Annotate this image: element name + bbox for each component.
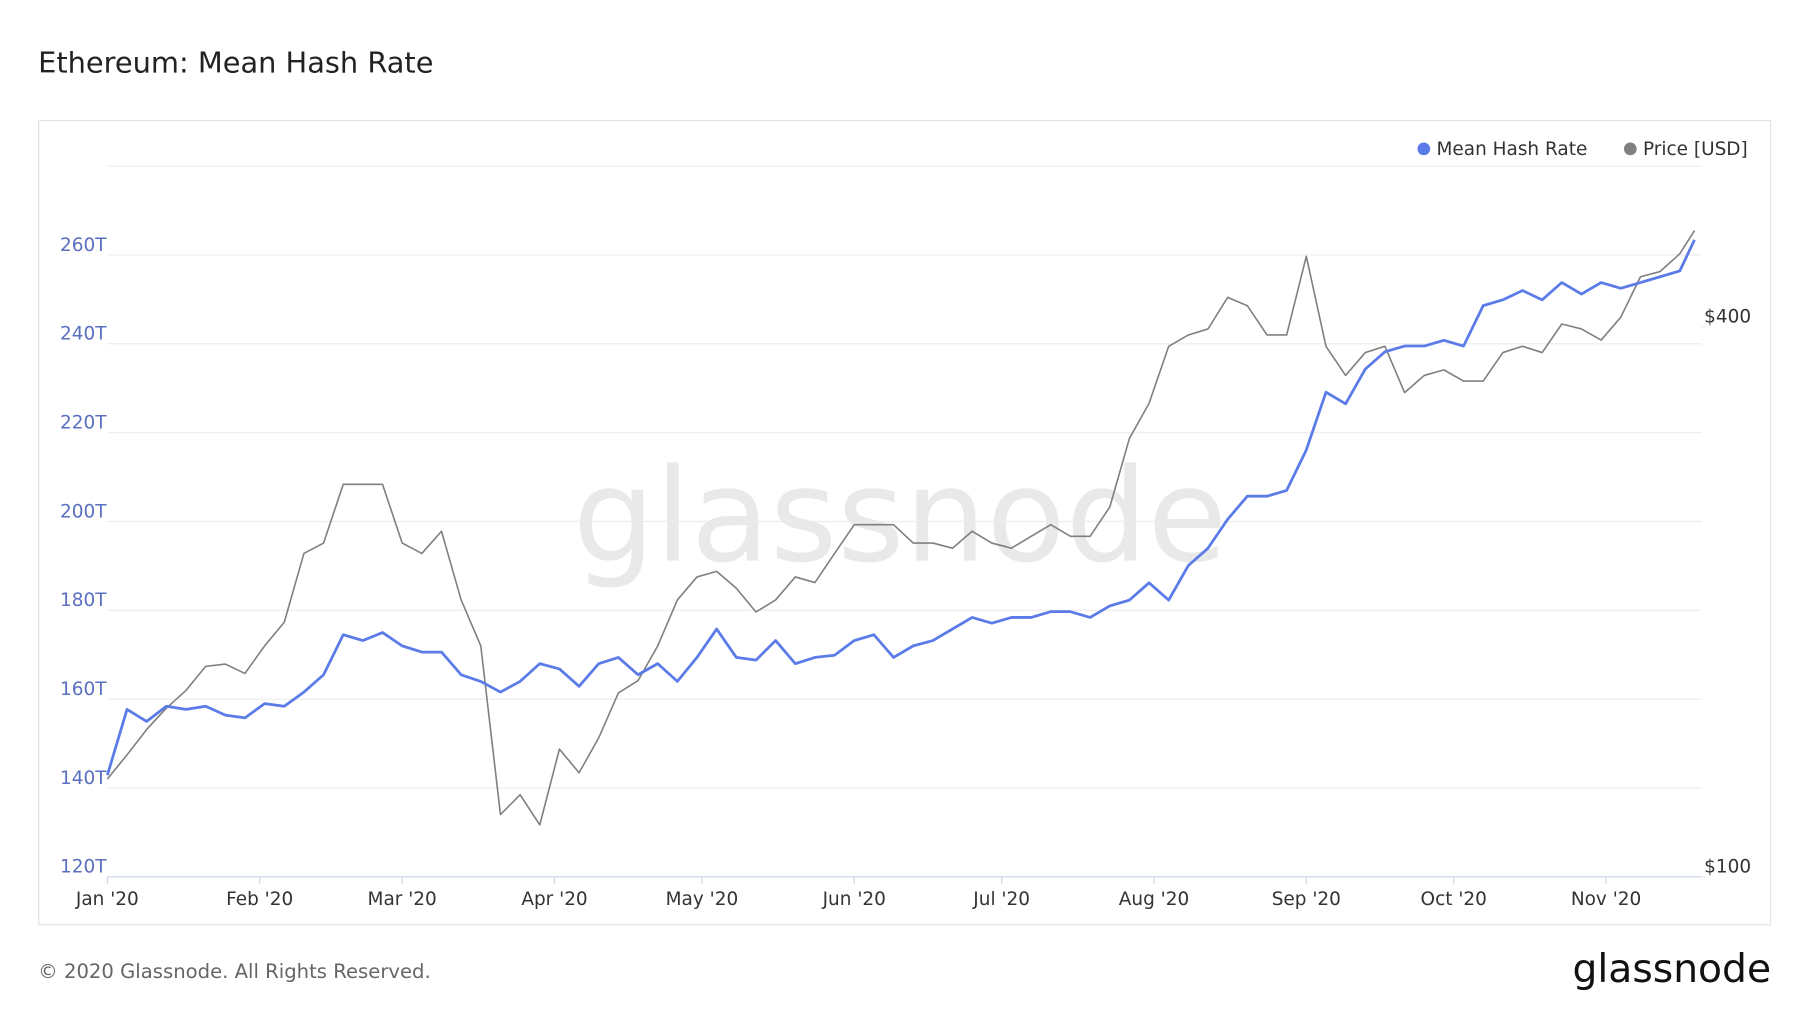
- x-tick-label: Feb '20: [226, 889, 293, 910]
- y-tick-label: 240T: [60, 324, 107, 345]
- chart-title: Ethereum: Mean Hash Rate: [38, 46, 433, 80]
- y-tick-label: 160T: [60, 679, 107, 700]
- x-tick-label: Jul '20: [972, 889, 1030, 910]
- y-tick-label: 140T: [60, 768, 107, 789]
- legend-marker: [1623, 142, 1637, 156]
- plot-area: 120T 140T 160T 180T 200T 220T 240T 260T $100 $400…: [60, 139, 1751, 910]
- y-tick-label: 180T: [60, 590, 107, 611]
- x-tick-label: Oct '20: [1421, 889, 1487, 910]
- x-tick-label: Jan '20: [75, 889, 139, 910]
- x-tick-label: Aug '20: [1119, 889, 1189, 910]
- logo: glassnode: [1573, 947, 1772, 992]
- y-tick-label: 120T: [60, 857, 107, 878]
- y-tick-label: 220T: [60, 412, 107, 433]
- x-tick-label: Apr '20: [521, 889, 587, 910]
- y2-tick-label: $100: [1704, 857, 1751, 878]
- x-tick-label: Nov '20: [1571, 889, 1641, 910]
- y-tick-label: 260T: [60, 235, 107, 256]
- legend-label: Price [USD]: [1643, 139, 1748, 160]
- legend-label: Mean Hash Rate: [1436, 139, 1587, 160]
- x-tick-label: Mar '20: [368, 889, 437, 910]
- series-line: [106, 230, 1696, 826]
- y-tick-label: 200T: [60, 501, 107, 522]
- x-tick-label: Sep '20: [1272, 889, 1341, 910]
- x-tick-label: Jun '20: [822, 889, 886, 910]
- legend-marker: [1417, 142, 1431, 156]
- footer: © 2020 Glassnode. All Rights Reserved.: [38, 960, 431, 983]
- x-tick-label: May '20: [666, 889, 739, 910]
- y2-tick-label: $400: [1704, 307, 1751, 328]
- watermark: glassnode: [573, 442, 1227, 592]
- series-line: [106, 239, 1696, 776]
